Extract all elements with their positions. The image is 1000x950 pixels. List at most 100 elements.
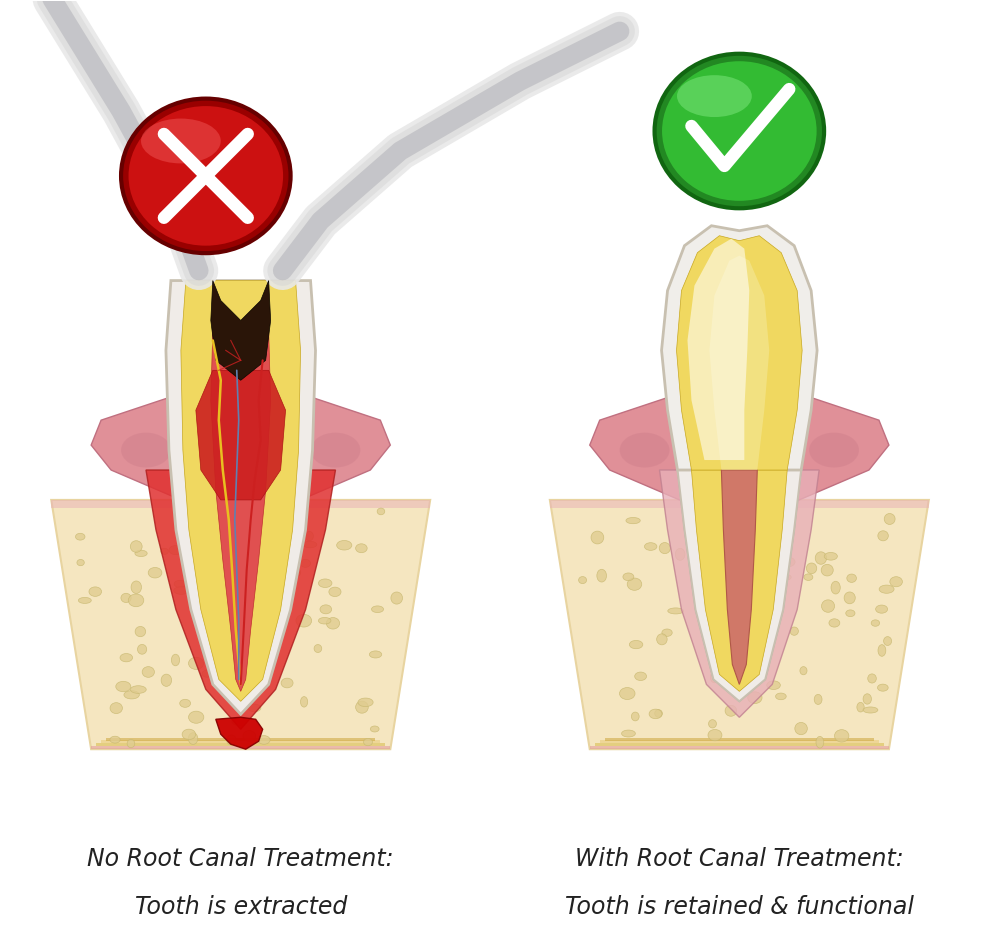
Ellipse shape	[280, 585, 287, 598]
Ellipse shape	[868, 674, 876, 683]
Ellipse shape	[725, 705, 737, 716]
Polygon shape	[759, 390, 889, 500]
Polygon shape	[691, 470, 787, 692]
Ellipse shape	[878, 645, 886, 656]
Ellipse shape	[732, 574, 739, 585]
Ellipse shape	[220, 584, 235, 593]
Ellipse shape	[726, 665, 739, 673]
Ellipse shape	[135, 626, 146, 637]
Ellipse shape	[130, 686, 146, 694]
Polygon shape	[181, 280, 301, 701]
Ellipse shape	[627, 578, 642, 590]
Ellipse shape	[135, 550, 147, 557]
Ellipse shape	[700, 568, 713, 579]
Ellipse shape	[655, 710, 662, 717]
Ellipse shape	[174, 523, 183, 533]
Ellipse shape	[300, 696, 308, 707]
Ellipse shape	[270, 520, 278, 527]
Ellipse shape	[370, 726, 379, 732]
Ellipse shape	[778, 574, 791, 580]
Ellipse shape	[369, 651, 382, 658]
Polygon shape	[605, 738, 874, 741]
Ellipse shape	[622, 730, 635, 737]
Ellipse shape	[284, 551, 292, 563]
Polygon shape	[101, 740, 380, 743]
Ellipse shape	[857, 702, 864, 712]
Ellipse shape	[237, 594, 246, 606]
Ellipse shape	[174, 587, 189, 595]
Text: Tooth is extracted: Tooth is extracted	[135, 895, 347, 919]
Ellipse shape	[180, 699, 191, 708]
Ellipse shape	[835, 730, 849, 742]
Ellipse shape	[695, 542, 706, 554]
Polygon shape	[96, 743, 385, 746]
Ellipse shape	[815, 552, 827, 564]
Ellipse shape	[391, 592, 403, 604]
Ellipse shape	[863, 707, 878, 713]
Ellipse shape	[723, 539, 733, 545]
Ellipse shape	[232, 717, 247, 726]
Ellipse shape	[755, 656, 768, 665]
Ellipse shape	[142, 667, 154, 677]
Ellipse shape	[716, 618, 731, 629]
Text: With Root Canal Treatment:: With Root Canal Treatment:	[575, 846, 904, 871]
Ellipse shape	[876, 605, 888, 613]
Ellipse shape	[318, 618, 331, 624]
Ellipse shape	[141, 119, 221, 163]
Ellipse shape	[300, 560, 311, 567]
Polygon shape	[216, 717, 263, 750]
Ellipse shape	[809, 432, 859, 467]
Polygon shape	[721, 470, 757, 684]
Ellipse shape	[337, 541, 352, 550]
Ellipse shape	[127, 739, 135, 748]
Ellipse shape	[290, 533, 298, 543]
Ellipse shape	[668, 608, 684, 614]
Ellipse shape	[174, 580, 186, 587]
Ellipse shape	[311, 432, 360, 467]
Ellipse shape	[814, 694, 822, 705]
Ellipse shape	[879, 585, 894, 594]
Ellipse shape	[770, 548, 785, 557]
Ellipse shape	[884, 636, 892, 645]
Ellipse shape	[356, 543, 367, 553]
Polygon shape	[146, 470, 335, 730]
Ellipse shape	[847, 574, 856, 582]
Ellipse shape	[649, 709, 662, 719]
Polygon shape	[687, 238, 749, 460]
Ellipse shape	[662, 61, 817, 200]
Polygon shape	[211, 280, 271, 380]
Polygon shape	[550, 500, 929, 508]
Polygon shape	[211, 331, 271, 692]
Ellipse shape	[745, 581, 754, 590]
Ellipse shape	[821, 564, 833, 576]
Ellipse shape	[620, 688, 635, 699]
Polygon shape	[166, 280, 316, 714]
Ellipse shape	[710, 672, 719, 683]
Ellipse shape	[131, 581, 142, 594]
Polygon shape	[51, 500, 430, 508]
Polygon shape	[106, 738, 375, 741]
Ellipse shape	[659, 542, 670, 554]
Ellipse shape	[285, 567, 301, 578]
Ellipse shape	[748, 692, 762, 704]
Ellipse shape	[695, 526, 705, 533]
Ellipse shape	[722, 597, 736, 609]
Ellipse shape	[377, 508, 385, 515]
Ellipse shape	[767, 681, 780, 690]
Ellipse shape	[675, 548, 685, 560]
Ellipse shape	[235, 685, 245, 691]
Ellipse shape	[779, 572, 789, 579]
Ellipse shape	[761, 598, 770, 607]
Text: No Root Canal Treatment:: No Root Canal Treatment:	[87, 846, 394, 871]
Ellipse shape	[795, 722, 807, 734]
Ellipse shape	[824, 553, 837, 560]
Ellipse shape	[626, 518, 640, 523]
Ellipse shape	[846, 610, 855, 617]
Ellipse shape	[364, 738, 372, 746]
Polygon shape	[678, 470, 801, 701]
Ellipse shape	[326, 618, 340, 629]
Ellipse shape	[890, 577, 902, 587]
Polygon shape	[660, 470, 819, 717]
Ellipse shape	[258, 735, 270, 744]
Ellipse shape	[703, 511, 716, 522]
